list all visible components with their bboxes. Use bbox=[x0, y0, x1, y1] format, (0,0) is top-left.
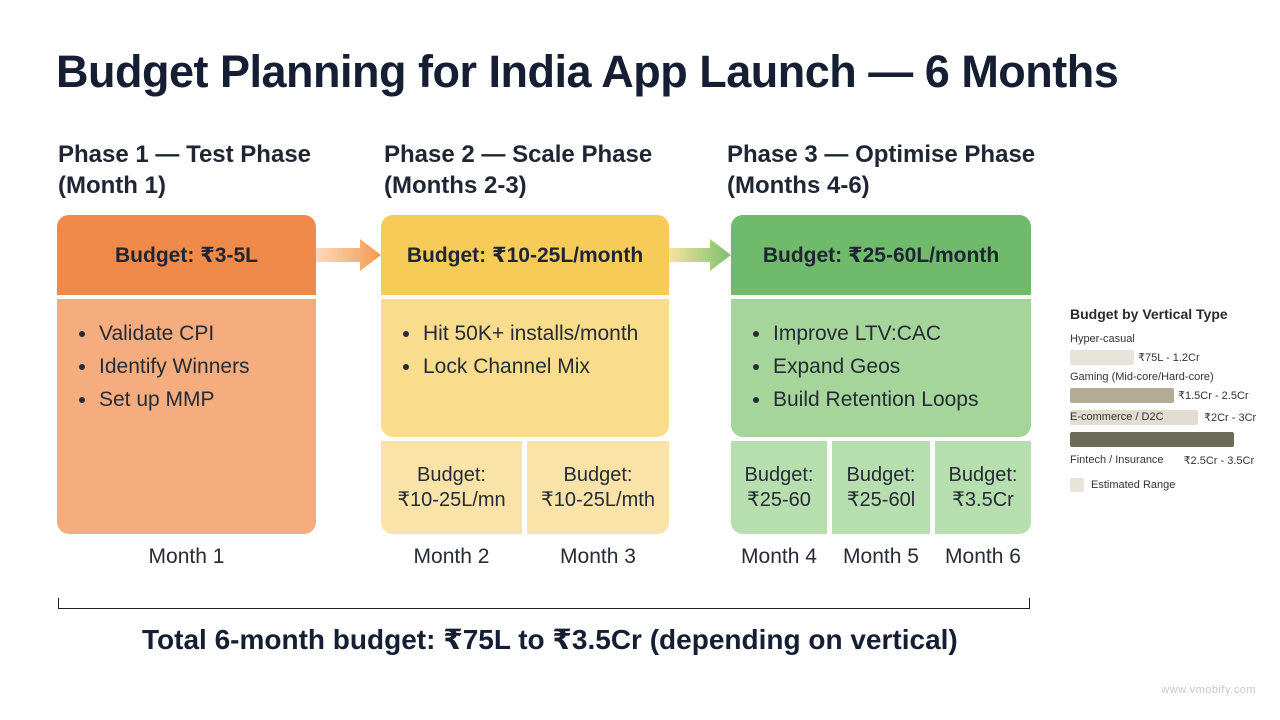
month-6-label: Month 6 bbox=[945, 545, 1021, 568]
month-2-budget-box: Budget: ₹10-25L/mn bbox=[381, 441, 522, 534]
phase-2-budget: Budget: ₹10-25L/month bbox=[381, 215, 669, 295]
watermark: www.vmobify.com bbox=[1161, 684, 1256, 696]
bullet-item: Set up MMP bbox=[79, 383, 294, 416]
vertical-row: ₹75L - 1.2Cr bbox=[1070, 348, 1270, 366]
phase-2-heading-line1: Phase 2 — Scale Phase bbox=[384, 141, 653, 168]
phase-3-heading-line1: Phase 3 — Optimise Phase bbox=[727, 141, 1036, 168]
month-3-budget-label: Budget: bbox=[563, 463, 633, 486]
card-divider bbox=[731, 295, 1031, 299]
legend-key-label: Estimated Range bbox=[1091, 479, 1176, 491]
vertical-name: E-commerce / D2C bbox=[1070, 411, 1164, 423]
timeline-bracket bbox=[58, 598, 1030, 609]
vertical-name: Fintech / Insurance bbox=[1070, 454, 1164, 466]
phase-2-to-3-arrow-icon bbox=[669, 239, 731, 271]
bullet-item: Hit 50K+ installs/month bbox=[403, 317, 647, 350]
bullet-item: Identify Winners bbox=[79, 350, 294, 383]
bullet-item: Expand Geos bbox=[753, 350, 1009, 383]
vertical-range-bar bbox=[1070, 387, 1174, 403]
vertical-range: ₹2.5Cr - 3.5Cr bbox=[1183, 454, 1255, 467]
phase-2-heading-line2: (Months 2-3) bbox=[384, 172, 527, 199]
phase-2-card: Budget: ₹10-25L/month Hit 50K+ installs/… bbox=[381, 215, 669, 437]
month-2-budget-label: Budget: bbox=[417, 463, 486, 486]
total-budget: Total 6-month budget: ₹75L to ₹3.5Cr (de… bbox=[142, 624, 958, 655]
month-5-label: Month 5 bbox=[843, 545, 919, 568]
vertical-range-bar bbox=[1070, 349, 1134, 365]
phase-3-heading-line2: (Months 4-6) bbox=[727, 172, 870, 199]
vertical-row: E-commerce / D2C ₹2Cr - 3Cr bbox=[1070, 408, 1270, 426]
phase-1-budget: Budget: ₹3-5L bbox=[57, 215, 316, 295]
legend-title: Budget by Vertical Type bbox=[1070, 306, 1228, 322]
phase-2-bullets: Hit 50K+ installs/month Lock Channel Mix bbox=[381, 299, 669, 383]
phase-3-budget: Budget: ₹25-60L/month bbox=[731, 215, 1031, 295]
vertical-range-bar bbox=[1070, 431, 1234, 447]
vertical-name: Gaming (Mid-core/Hard-core) bbox=[1070, 371, 1214, 383]
month-4-budget-value: ₹25-60 bbox=[747, 488, 811, 511]
card-divider bbox=[57, 295, 316, 299]
vertical-range-bar bbox=[1070, 409, 1198, 425]
month-5-budget-label: Budget: bbox=[846, 463, 916, 486]
month-4-budget-label: Budget: bbox=[744, 463, 814, 486]
month-3-budget-box: Budget: ₹10-25L/mth bbox=[527, 441, 669, 534]
vertical-row: Fintech / Insurance ₹2.5Cr - 3.5Cr bbox=[1070, 452, 1270, 468]
phase-1-bullets: Validate CPI Identify Winners Set up MMP bbox=[57, 299, 316, 416]
page-title: Budget Planning for India App Launch — 6… bbox=[56, 46, 1119, 97]
phase-2-heading: Phase 2 — Scale Phase (Months 2-3) bbox=[384, 139, 652, 201]
vertical-name: Hyper-casual bbox=[1070, 333, 1135, 345]
month-3-label: Month 3 bbox=[560, 545, 636, 568]
vertical-range: ₹1.5Cr - 2.5Cr bbox=[1178, 389, 1249, 402]
legend-key: Estimated Range bbox=[1070, 478, 1270, 492]
vertical-range: ₹75L - 1.2Cr bbox=[1138, 351, 1200, 364]
vertical-range: ₹2Cr - 3Cr bbox=[1204, 411, 1257, 424]
card-divider bbox=[381, 295, 669, 299]
month-6-budget-box: Budget: ₹3.5Cr bbox=[935, 441, 1031, 534]
phase-1-to-2-arrow-icon bbox=[316, 239, 381, 271]
bullet-item: Validate CPI bbox=[79, 317, 294, 350]
month-5-budget-value: ₹25-60l bbox=[846, 488, 916, 511]
vertical-legend: Budget by Vertical Type Hyper-casual ₹75… bbox=[1070, 306, 1270, 492]
phase-1-heading-line1: Phase 1 — Test Phase bbox=[58, 141, 312, 168]
phase-3-card: Budget: ₹25-60L/month Improve LTV:CAC Ex… bbox=[731, 215, 1031, 437]
phase-1-card: Budget: ₹3-5L Validate CPI Identify Winn… bbox=[57, 215, 316, 534]
month-6-budget-label: Budget: bbox=[948, 463, 1018, 486]
month-2-label: Month 2 bbox=[413, 545, 490, 568]
month-1-label: Month 1 bbox=[148, 545, 225, 568]
phase-3-heading: Phase 3 — Optimise Phase (Months 4-6) bbox=[727, 139, 1035, 201]
phase-1-heading-line2: (Month 1) bbox=[58, 172, 166, 199]
bullet-item: Build Retention Loops bbox=[753, 383, 1009, 416]
vertical-row bbox=[1070, 430, 1270, 448]
vertical-row: ₹1.5Cr - 2.5Cr bbox=[1070, 386, 1270, 404]
legend-key-swatch bbox=[1070, 478, 1084, 492]
bullet-item: Improve LTV:CAC bbox=[753, 317, 1009, 350]
phase-3-bullets: Improve LTV:CAC Expand Geos Build Retent… bbox=[731, 299, 1031, 416]
month-2-budget-value: ₹10-25L/mn bbox=[397, 488, 506, 511]
bullet-item: Lock Channel Mix bbox=[403, 350, 647, 383]
month-4-budget-box: Budget: ₹25-60 bbox=[731, 441, 827, 534]
month-3-budget-value: ₹10-25L/mth bbox=[541, 488, 655, 511]
month-6-budget-value: ₹3.5Cr bbox=[952, 488, 1014, 511]
month-5-budget-box: Budget: ₹25-60l bbox=[832, 441, 930, 534]
month-4-label: Month 4 bbox=[741, 545, 817, 568]
phase-1-heading: Phase 1 — Test Phase (Month 1) bbox=[58, 139, 311, 201]
